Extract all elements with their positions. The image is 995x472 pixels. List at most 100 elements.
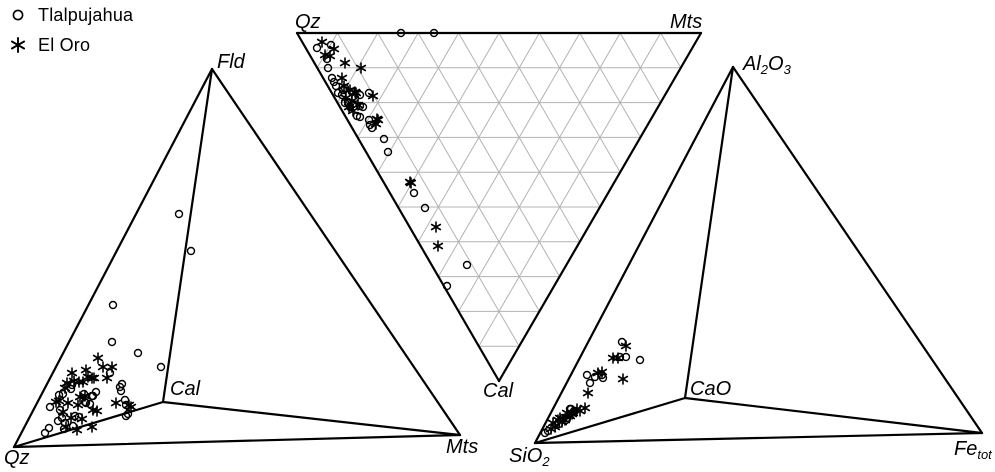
- data-point-circle: [108, 300, 118, 310]
- data-point-asterisk: [66, 367, 78, 379]
- diagram-left-tetrahedron: Fld Qz Mts Cal: [4, 51, 478, 469]
- grid-line: [357, 32, 419, 138]
- edge-SiO2-Fetot: [533, 431, 984, 445]
- data-point-circle: [121, 411, 131, 421]
- vertex-label: Al2O3: [742, 53, 792, 77]
- data-point-asterisk: [59, 382, 71, 394]
- vertex-label: Qz: [4, 447, 30, 469]
- data-point-asterisk: [101, 372, 113, 384]
- data-point-asterisk: [86, 421, 98, 433]
- data-point-asterisk: [343, 101, 355, 113]
- diagram-middle-ternary: Qz Mts Cal: [295, 11, 702, 402]
- data-point-asterisk: [72, 399, 84, 411]
- data-point-circle: [123, 409, 133, 419]
- data-point-asterisk: [620, 340, 632, 352]
- data-point-asterisk: [612, 352, 624, 364]
- edge-Mts-Cal: [497, 31, 703, 383]
- data-point-circle: [442, 281, 452, 291]
- data-point-circle: [174, 209, 184, 219]
- data-point-asterisk: [87, 404, 99, 416]
- edge-Cal-Mts: [161, 400, 462, 437]
- grid-line: [316, 32, 338, 69]
- vertex-label: Mts: [446, 436, 478, 458]
- series-el-oro: [316, 36, 444, 252]
- data-point-asterisk: [370, 118, 382, 130]
- data-point-circle: [621, 352, 631, 362]
- data-point-circle: [44, 423, 54, 433]
- grid-line: [498, 32, 601, 208]
- data-point-asterisk: [367, 90, 379, 102]
- data-point-circle: [582, 370, 592, 380]
- data-point-asterisk: [80, 364, 92, 376]
- data-point-asterisk: [97, 361, 109, 373]
- series-el-oro: [50, 352, 137, 436]
- data-point-circle: [420, 203, 430, 213]
- ternary-grid: [316, 32, 682, 347]
- data-point-asterisk: [68, 375, 80, 387]
- grid-line: [417, 32, 561, 278]
- diagram-right-tetrahedron: Al2O3 SiO2 Fetot CaO: [509, 53, 993, 469]
- data-point-circle: [585, 378, 595, 388]
- data-point-asterisk: [559, 414, 571, 426]
- data-point-circle: [107, 337, 117, 347]
- legend-label-tlalpujahua: Tlalpujahua: [38, 4, 134, 25]
- edge-Fld-Mts: [210, 67, 462, 437]
- data-point-asterisk: [567, 407, 579, 419]
- data-point-asterisk: [88, 372, 100, 384]
- data-point-circle: [45, 402, 55, 412]
- data-point-asterisk: [316, 36, 328, 48]
- data-point-asterisk: [110, 397, 122, 409]
- edge-Fld-Cal: [161, 67, 214, 404]
- vertex-label: SiO2: [509, 445, 550, 469]
- vertex-label: CaO: [690, 378, 731, 400]
- data-point-circle: [133, 348, 143, 358]
- edge-Cal-Qz: [295, 31, 501, 383]
- data-point-asterisk: [347, 105, 359, 117]
- data-point-circle: [329, 77, 339, 87]
- data-point-asterisk: [336, 72, 348, 84]
- data-point-circle: [40, 428, 50, 438]
- data-point-circle: [333, 88, 343, 98]
- edge-SiO2-CaO: [533, 396, 687, 445]
- data-point-circle: [327, 73, 337, 83]
- data-point-asterisk: [582, 387, 594, 399]
- data-point-circle: [312, 43, 322, 53]
- vertex-label: Fetot: [954, 438, 993, 462]
- grid-line: [458, 32, 621, 312]
- vertex-label: Cal: [483, 380, 514, 402]
- series-tlalpujahua: [312, 28, 472, 291]
- data-point-circle: [429, 28, 439, 38]
- edge-Qz-Mts: [12, 433, 462, 449]
- asterisk-marker: [10, 37, 26, 53]
- grid-line: [478, 32, 662, 347]
- vertex-label: Fld: [217, 51, 246, 73]
- data-point-asterisk: [76, 413, 88, 425]
- edge-Al2O3-CaO: [683, 65, 735, 400]
- asterisk-marker-icon: [10, 37, 26, 53]
- grid-line: [336, 32, 520, 347]
- data-point-asterisk: [57, 406, 69, 418]
- vertex-label: Cal: [170, 378, 201, 400]
- data-point-asterisk: [432, 240, 444, 252]
- data-point-asterisk: [77, 376, 89, 388]
- data-point-asterisk: [579, 402, 591, 414]
- grid-line: [377, 32, 540, 312]
- edge-SiO2-Al2O3: [533, 65, 735, 445]
- data-point-asterisk: [349, 86, 361, 98]
- data-point-asterisk: [617, 373, 629, 385]
- data-point-circle: [383, 147, 393, 157]
- legend-item-el-oro: El Oro: [6, 30, 133, 60]
- data-point-circle: [462, 260, 472, 270]
- series-el-oro: [545, 340, 632, 435]
- data-point-asterisk: [339, 57, 351, 69]
- data-point-circle: [409, 188, 419, 198]
- vertex-label: Qz: [295, 11, 321, 33]
- data-point-circle: [396, 28, 406, 38]
- data-point-circle: [323, 63, 333, 73]
- data-point-circle: [87, 391, 97, 401]
- edge-Qz-Fld: [12, 67, 214, 449]
- data-point-asterisk: [123, 399, 135, 411]
- data-point-circle: [364, 115, 374, 125]
- legend: Tlalpujahua El Oro: [6, 0, 133, 60]
